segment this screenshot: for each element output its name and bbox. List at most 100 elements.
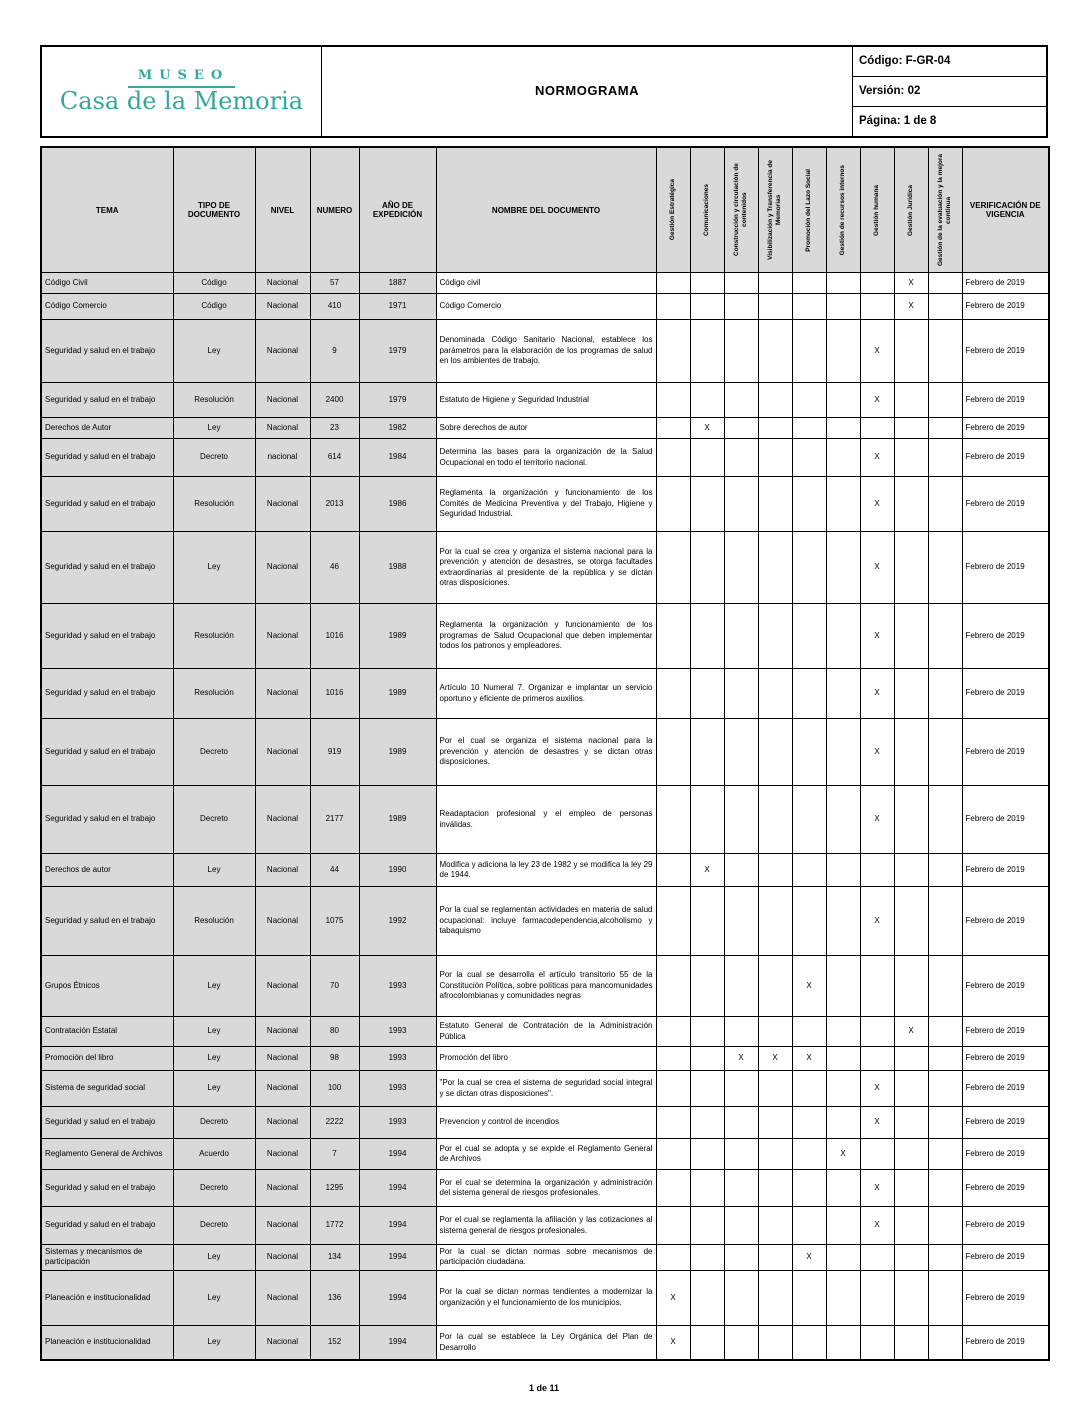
cell-mark-9 (927, 417, 963, 439)
cell-mark-5 (791, 668, 827, 719)
cell-nivel: Nacional (254, 1070, 311, 1107)
cell-mark-8: X (893, 293, 929, 320)
cell-mark-6 (825, 1244, 861, 1271)
cell-mark-5 (791, 1106, 827, 1139)
cell-verificacion-de-vigencia: Febrero de 2019 (961, 272, 1050, 294)
table-row: Seguridad y salud en el trabajo Ley Nacion… (40, 319, 1050, 383)
cell-mark-6 (825, 319, 861, 383)
cell-tipo-de-documento: Resolución (172, 382, 256, 418)
cell-nombre-del-documento: Sobre derechos de autor (435, 417, 657, 439)
cell-mark-7: X (859, 603, 895, 669)
cell-mark-2 (689, 476, 725, 532)
cell-nombre-del-documento: Estatuto de Higiene y Seguridad Industri… (435, 382, 657, 418)
cell-mark-7 (859, 1138, 895, 1170)
cell-mark-1 (655, 1169, 691, 1207)
cell-tipo-de-documento: Decreto (172, 438, 256, 477)
cell-mark-7: X (859, 785, 895, 854)
cell-mark-6 (825, 668, 861, 719)
col-header-gestion-evaluacion-mejora-continua: Gestión de la evaluación y la mejora con… (927, 146, 963, 273)
cell-mark-1 (655, 955, 691, 1017)
cell-mark-9 (927, 1138, 963, 1170)
cell-verificacion-de-vigencia: Febrero de 2019 (961, 1269, 1050, 1326)
cell-mark-6 (825, 438, 861, 477)
cell-mark-7 (859, 1016, 895, 1047)
cell-mark-6 (825, 603, 861, 669)
cell-tipo-de-documento: Ley (172, 955, 256, 1017)
normograma-table: TEMA TIPO DE DOCUMENTO NIVEL NUMERO AÑO … (40, 146, 1050, 1362)
table-row: Planeación e institucionalidad Ley Naciona… (40, 1324, 1050, 1361)
cell-mark-2 (689, 1324, 725, 1361)
cell-tipo-de-documento: Ley (172, 853, 256, 887)
cell-mark-4 (757, 785, 793, 854)
cell-mark-3 (723, 603, 759, 669)
cell-mark-3 (723, 1269, 759, 1326)
cell-mark-1 (655, 293, 691, 320)
cell-verificacion-de-vigencia: Febrero de 2019 (961, 382, 1050, 418)
cell-tipo-de-documento: Ley (172, 1016, 256, 1047)
cell-ano-de-expedicion: 1989 (358, 785, 437, 854)
cell-nombre-del-documento: Readaptacion profesional y el empleo de … (435, 785, 657, 854)
cell-numero: 57 (309, 272, 360, 294)
cell-numero: 23 (309, 417, 360, 439)
cell-nivel: Nacional (254, 1206, 311, 1245)
cell-mark-1 (655, 531, 691, 604)
cell-verificacion-de-vigencia: Febrero de 2019 (961, 531, 1050, 604)
cell-mark-6 (825, 476, 861, 532)
cell-mark-8 (893, 1106, 929, 1139)
cell-mark-3 (723, 1244, 759, 1271)
cell-mark-2 (689, 1016, 725, 1047)
cell-numero: 100 (309, 1070, 360, 1107)
cell-mark-8 (893, 1169, 929, 1207)
cell-mark-2 (689, 1244, 725, 1271)
cell-tipo-de-documento: Resolución (172, 668, 256, 719)
table-row: Seguridad y salud en el trabajo Decreto na… (40, 438, 1050, 477)
col-header-tipo-de-documento: TIPO DE DOCUMENTO (172, 146, 256, 273)
cell-numero: 1016 (309, 668, 360, 719)
cell-nivel: Nacional (254, 1106, 311, 1139)
cell-nivel: Nacional (254, 1269, 311, 1326)
cell-mark-9 (927, 1244, 963, 1271)
cell-mark-3 (723, 1106, 759, 1139)
cell-mark-8: X (893, 1016, 929, 1047)
table-row: Sistema de seguridad social Ley Nacional 10… (40, 1070, 1050, 1107)
cell-mark-2 (689, 1070, 725, 1107)
cell-mark-4 (757, 1269, 793, 1326)
cell-ano-de-expedicion: 1989 (358, 603, 437, 669)
cell-tema: Seguridad y salud en el trabajo (40, 319, 174, 383)
col-header-promocion-lazo-social: Promoción del Lazo Social (791, 146, 827, 273)
cell-tipo-de-documento: Decreto (172, 785, 256, 854)
cell-mark-7 (859, 293, 895, 320)
cell-mark-5 (791, 1016, 827, 1047)
cell-numero: 80 (309, 1016, 360, 1047)
cell-mark-5 (791, 272, 827, 294)
cell-ano-de-expedicion: 1984 (358, 438, 437, 477)
logo-cell: MUSEO Casa de la Memoria (40, 45, 322, 138)
cell-mark-4 (757, 438, 793, 477)
cell-numero: 1075 (309, 886, 360, 956)
cell-mark-9 (927, 1206, 963, 1245)
table-row: Seguridad y salud en el trabajo Resolució… (40, 476, 1050, 532)
cell-nivel: Nacional (254, 886, 311, 956)
cell-numero: 614 (309, 438, 360, 477)
cell-mark-4 (757, 272, 793, 294)
cell-tema: Seguridad y salud en el trabajo (40, 668, 174, 719)
cell-mark-4 (757, 293, 793, 320)
cell-mark-6 (825, 382, 861, 418)
cell-mark-7: X (859, 531, 895, 604)
cell-nombre-del-documento: Por la cual se crea y organiza el sistem… (435, 531, 657, 604)
table-row: Derechos de autor Ley Nacional 44 1990 Modifi… (40, 853, 1050, 887)
cell-nombre-del-documento: Por la cual se establece la Ley Orgánica… (435, 1324, 657, 1361)
cell-mark-1 (655, 1046, 691, 1071)
cell-mark-5 (791, 417, 827, 439)
col-header-nivel: NIVEL (254, 146, 311, 273)
cell-mark-7 (859, 955, 895, 1017)
cell-mark-6 (825, 718, 861, 786)
cell-mark-1 (655, 1138, 691, 1170)
cell-mark-6 (825, 1169, 861, 1207)
page-indicator: 1 de 11 (528, 1383, 560, 1394)
cell-tema: Seguridad y salud en el trabajo (40, 438, 174, 477)
cell-mark-9 (927, 476, 963, 532)
cell-nivel: Nacional (254, 531, 311, 604)
cell-nombre-del-documento: Por la cual se dictan normas tendientes … (435, 1269, 657, 1326)
doc-code: Código: F-GR-04 (852, 45, 1048, 77)
